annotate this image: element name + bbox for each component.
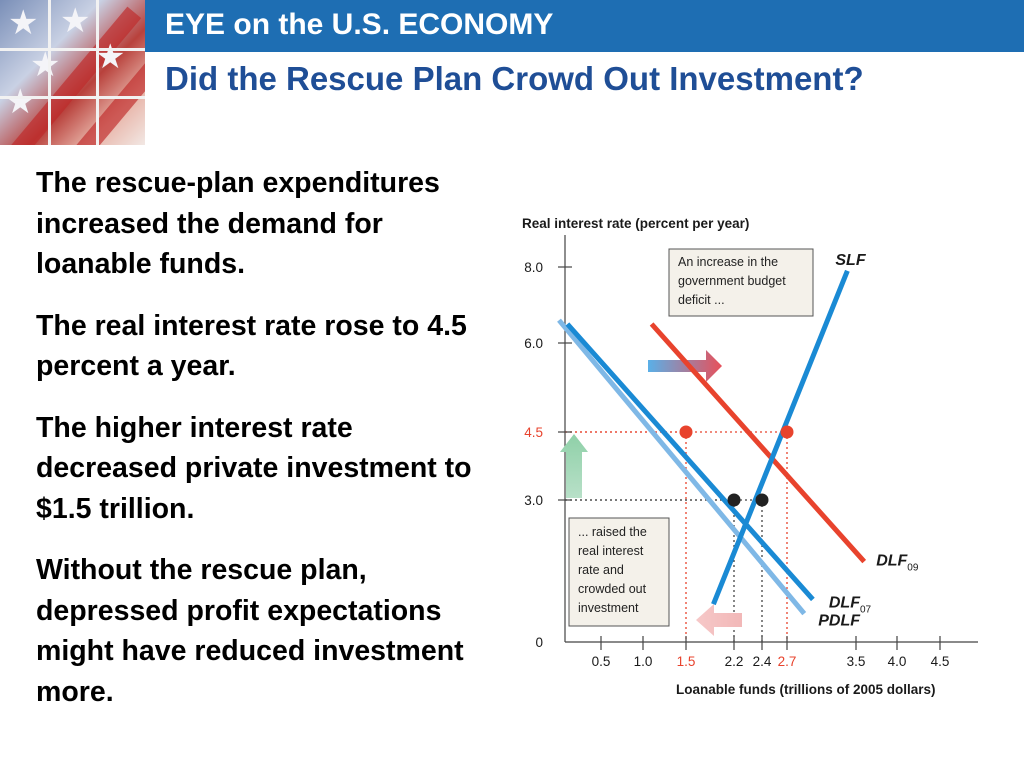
- curve-label: SLF: [835, 252, 866, 269]
- x-tick-label: 2.4: [753, 654, 772, 669]
- header-banner: EYE on the U.S. ECONOMY: [145, 0, 1024, 52]
- paragraph: Without the rescue plan, depressed profi…: [36, 554, 464, 708]
- right-arrow-icon: [648, 350, 722, 382]
- equilibrium-point: [679, 425, 693, 439]
- star-icon: ★: [8, 4, 39, 42]
- annotation-crowd-out: ... raised the real interest rate and cr…: [568, 517, 670, 627]
- y-tick-label: 3.0: [524, 493, 543, 508]
- y-tick-label: 0: [535, 635, 543, 650]
- curve-dlf09: [649, 322, 867, 564]
- annotation-line: ... raised the: [578, 525, 647, 539]
- annotation-deficit: An increase in the government budget def…: [668, 248, 814, 317]
- star-icon: ★: [95, 38, 126, 76]
- x-axis-label: Loanable funds (trillions of 2005 dollar…: [676, 682, 936, 697]
- equilibrium-point: [755, 493, 769, 507]
- curve-label: PDLF: [818, 613, 861, 630]
- x-tick-label: 4.5: [931, 654, 950, 669]
- curve-slf: [711, 269, 850, 606]
- star-icon: ★: [60, 2, 91, 40]
- y-tick-label: 6.0: [524, 336, 543, 351]
- curve-dlf07: [565, 322, 815, 602]
- annotation-line: deficit ...: [678, 293, 725, 307]
- x-tick-label: 2.2: [725, 654, 744, 669]
- body-text: The rescue-plan expenditures increased t…: [36, 163, 476, 733]
- annotation-box: [668, 248, 814, 317]
- curve-pdlf: [557, 318, 807, 616]
- paragraph: The rescue-plan expenditures increased t…: [36, 167, 440, 280]
- loanable-funds-chart: Real interest rate (percent per year) Lo…: [522, 216, 978, 697]
- paragraph: The real interest rate rose to 4.5 perce…: [36, 309, 467, 383]
- annotation-line: crowded out: [578, 582, 647, 596]
- x-tick-label: 1.0: [634, 654, 653, 669]
- flag-image: ★ ★ ★ ★ ★: [0, 0, 145, 145]
- annotation-line: An increase in the: [678, 255, 778, 269]
- slide-title: Did the Rescue Plan Crowd Out Investment…: [165, 60, 864, 97]
- banner-label: EYE on the U.S. ECONOMY: [165, 8, 554, 41]
- equilibrium-point: [727, 493, 741, 507]
- curve-label: DLF09: [876, 553, 919, 574]
- annotation-box: [568, 517, 670, 627]
- annotation-line: investment: [578, 601, 639, 615]
- annotation-line: government budget: [678, 274, 786, 288]
- up-arrow-icon: [560, 434, 588, 498]
- y-tick-label: 4.5: [524, 425, 543, 440]
- annotation-line: rate and: [578, 563, 624, 577]
- x-tick-label: 2.7: [778, 654, 797, 669]
- paragraph: The higher interest rate decreased priva…: [36, 411, 472, 525]
- star-icon: ★: [30, 46, 61, 84]
- y-tick-label: 8.0: [524, 260, 543, 275]
- annotation-line: real interest: [578, 544, 644, 558]
- x-tick-label: 0.5: [592, 654, 611, 669]
- star-icon: ★: [5, 83, 36, 121]
- x-tick-label: 4.0: [888, 654, 907, 669]
- left-arrow-icon: [696, 604, 742, 636]
- x-tick-label: 3.5: [847, 654, 866, 669]
- y-axis-label: Real interest rate (percent per year): [522, 216, 749, 231]
- x-tick-label: 1.5: [677, 654, 696, 669]
- equilibrium-point: [780, 425, 794, 439]
